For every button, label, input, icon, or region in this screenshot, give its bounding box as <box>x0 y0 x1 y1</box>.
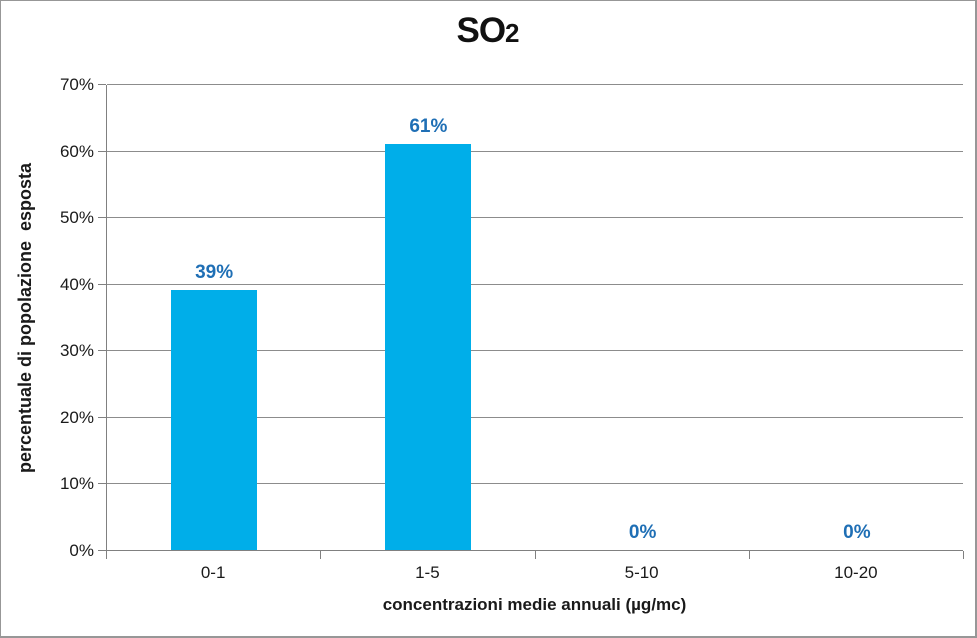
gridline <box>107 84 963 85</box>
y-axis-tick <box>98 416 106 418</box>
x-tick-label: 5-10 <box>624 563 659 582</box>
gridline <box>107 283 963 285</box>
gridline <box>107 483 963 485</box>
bar <box>385 143 472 550</box>
x-axis-title: concentrazioni medie annuali (µg/mc) <box>382 595 687 614</box>
x-tick-label: 1-5 <box>415 563 440 582</box>
y-axis-tick <box>98 84 106 85</box>
bar-value-label: 61% <box>409 115 448 137</box>
y-axis-tick <box>98 550 106 551</box>
y-tick-label: 40% <box>59 274 94 294</box>
y-tick-label: 50% <box>59 208 94 228</box>
gridline <box>107 150 963 152</box>
y-tick-label: 60% <box>59 141 94 161</box>
x-axis-tick <box>106 551 107 559</box>
bar <box>171 290 258 550</box>
x-axis-tick <box>320 551 322 559</box>
x-tick-label: 0-1 <box>200 563 226 582</box>
chart-title-main: SO <box>456 11 506 50</box>
x-tick-label: 10-20 <box>834 563 878 582</box>
y-axis-tick <box>98 483 106 485</box>
bar-value-label: 39% <box>195 262 234 284</box>
y-axis-tick <box>98 217 106 219</box>
bar-value-label: 0% <box>843 522 871 543</box>
y-axis-tick <box>98 350 106 352</box>
chart-title: SO2 <box>1 11 975 51</box>
y-tick-label: 10% <box>59 474 94 494</box>
bar-value-label: 0% <box>628 522 657 543</box>
gridline <box>107 416 963 418</box>
y-axis-tick <box>98 150 106 152</box>
y-tick-label: 30% <box>59 341 94 361</box>
x-axis-tick <box>963 551 964 559</box>
y-tick-label: 20% <box>59 407 94 427</box>
y-axis-tick <box>98 283 106 285</box>
gridline <box>107 217 963 219</box>
y-tick-label: 0% <box>69 541 94 560</box>
x-axis-tick <box>748 551 750 559</box>
y-tick-label: 70% <box>59 75 94 94</box>
gridline <box>107 350 963 352</box>
chart-title-subscript: 2 <box>505 18 520 48</box>
plot-area: 39% 61% 0% 0% <box>106 84 963 551</box>
x-axis-tick <box>534 551 536 559</box>
